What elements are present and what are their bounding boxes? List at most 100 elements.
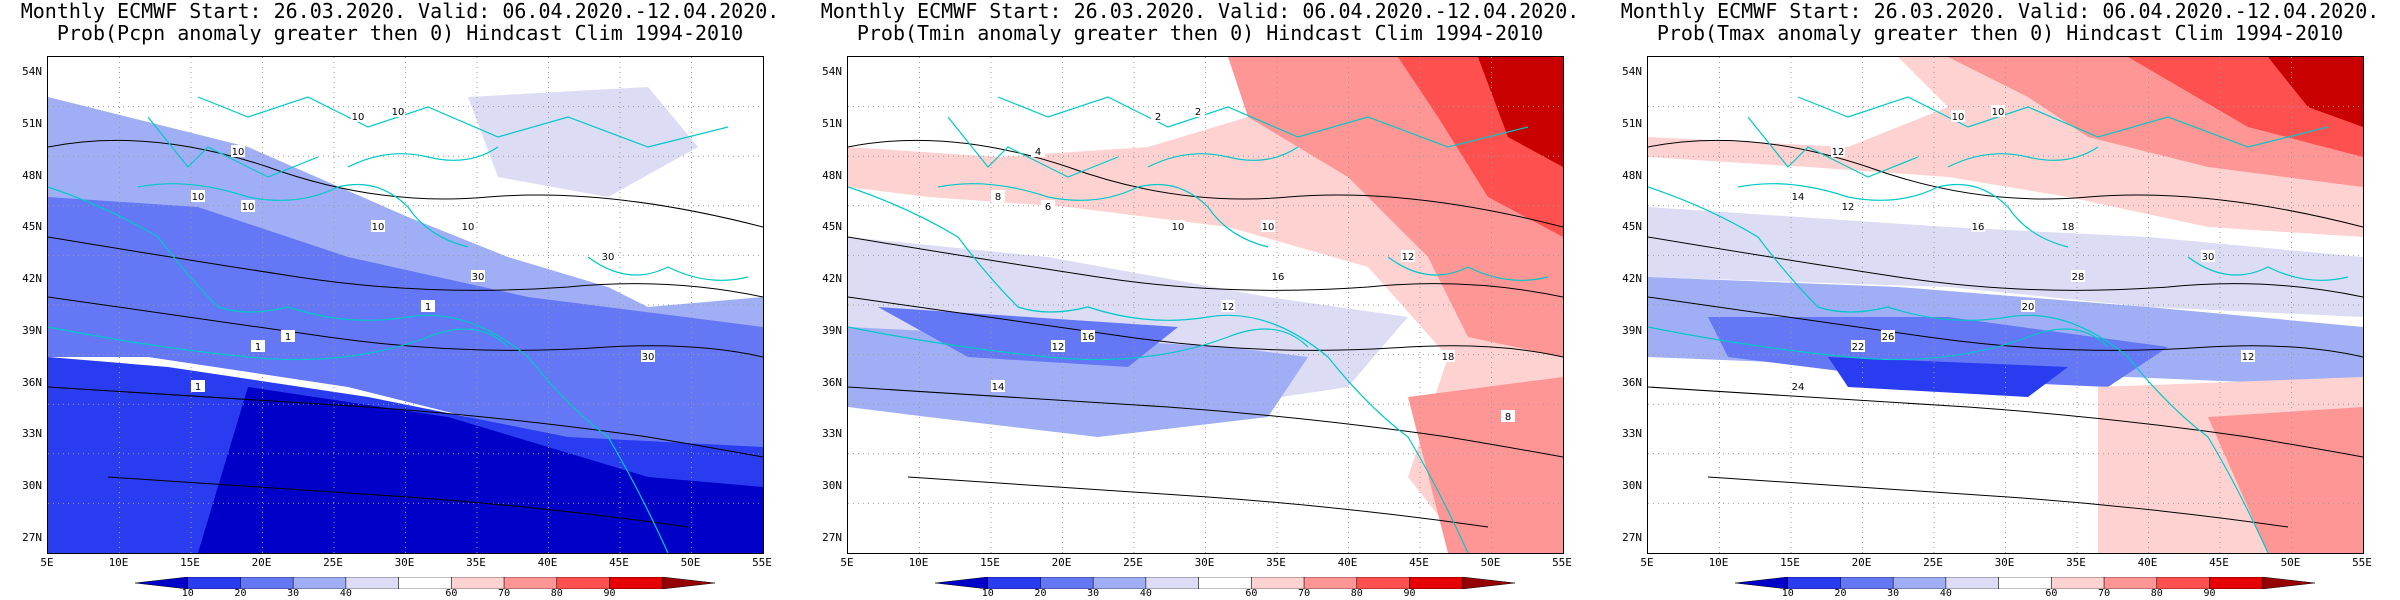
contour-label: 30 (601, 250, 615, 263)
lon-tick-label: 15E (1780, 556, 1800, 569)
contour-label-text: 4 (1035, 147, 1041, 158)
panel-title-line1: Monthly ECMWF Start: 26.03.2020. Valid: … (1620, 0, 2380, 23)
contour-label-text: 30 (472, 272, 485, 283)
map-area: 2 2 4 6 8 10 10 12 12 14 16 16 12 18 8 (847, 56, 1564, 554)
lon-tick-label: 20E (1051, 556, 1072, 569)
contour-label-text: 1 (255, 342, 261, 353)
colorbar-label: 20 (1834, 588, 1847, 599)
panel-tmax: Monthly ECMWF Start: 26.03.2020. Valid: … (1600, 0, 2400, 600)
lon-tick-label: 5E (40, 556, 54, 569)
colorbar-label: 90 (1403, 588, 1416, 599)
contour-label-text: 12 (1832, 147, 1845, 158)
coastline (1147, 146, 1299, 168)
colorbar-label: 40 (1139, 588, 1152, 599)
contour-label-text: 12 (1402, 252, 1415, 263)
contour-label: 14 (1791, 190, 1805, 203)
contour-label: 16 (1971, 220, 1985, 233)
lat-tick-label: 51N (1622, 116, 1642, 130)
contour-label: 10 (1951, 110, 1965, 123)
lat-tick-label: 33N (1622, 427, 1642, 441)
coastline (937, 183, 1269, 248)
contour-label: 30 (641, 350, 655, 363)
lat-tick-label: 39N (1622, 323, 1642, 337)
colorbar-label: 40 (339, 588, 352, 599)
shading-region (1648, 397, 2148, 553)
contour-label-text: 16 (1272, 272, 1285, 283)
contour-label: 10 (1171, 220, 1185, 233)
colorbar-label: 10 (981, 588, 994, 599)
coastline (947, 116, 1119, 178)
lon-tick-label: 30E (1994, 556, 2015, 569)
shading-region (2268, 57, 2363, 127)
contour-label: 10 (1991, 105, 2005, 118)
lat-tick-label: 51N (22, 116, 42, 130)
colorbar-label: 60 (2045, 588, 2058, 599)
lon-tick-label: 25E (1923, 556, 1943, 569)
lat-tick-label: 48N (1622, 168, 1642, 182)
lon-tick-label: 25E (323, 556, 343, 569)
colorbar-segment (662, 576, 716, 590)
lat-tick-label: 39N (22, 323, 42, 337)
contour-label: 22 (1851, 340, 1865, 353)
contour-label: 10 (241, 200, 255, 213)
contour-line (848, 386, 1563, 458)
colorbar-label: 30 (1087, 588, 1100, 599)
contour-label-text: 2 (1195, 107, 1201, 118)
contour-line (48, 296, 763, 358)
shading-region (2208, 407, 2363, 553)
map-area: 10 10 12 12 14 16 18 20 22 24 26 28 30 12 (1647, 56, 2364, 554)
contour-label-text: 24 (1792, 382, 1805, 393)
coastline (848, 326, 1309, 361)
contour-label: 10 (351, 110, 365, 123)
lon-tick-label: 55E (2352, 556, 2372, 569)
contour-label: 24 (1791, 380, 1805, 393)
colorbar-label: 80 (550, 588, 563, 599)
panel-title-line2: Prob(Tmax anomaly greater then 0) Hindca… (1656, 21, 2344, 45)
lon-tick-label: 45E (2209, 556, 2229, 569)
lon-tick-label: 30E (1194, 556, 1215, 569)
colorbar-label: 70 (498, 588, 511, 599)
lat-tick-label: 42N (22, 272, 42, 286)
contour-label: 14 (991, 380, 1005, 393)
coastline (347, 146, 499, 168)
panel-title-line2: Prob(Tmin anomaly greater then 0) Hindca… (856, 21, 1544, 45)
panel-pcpn: Monthly ECMWF Start: 26.03.2020. Valid: … (0, 0, 800, 600)
colorbar-label: 70 (2098, 588, 2111, 599)
contour-label: 1 (281, 330, 295, 343)
contour-label-text: 10 (1992, 107, 2005, 118)
lat-tick-label: 45N (1622, 220, 1642, 234)
lon-tick-label: 20E (251, 556, 272, 569)
lat-tick-label: 39N (822, 323, 842, 337)
lat-tick-label: 42N (1622, 272, 1642, 286)
contour-label-text: 12 (1842, 202, 1855, 213)
lat-tick-label: 30N (822, 479, 842, 493)
lat-tick-label: 48N (822, 168, 842, 182)
coastline (48, 326, 509, 361)
colorbar-label: 60 (1245, 588, 1258, 599)
contour-label: 16 (1271, 270, 1285, 283)
colorbar-segment (1462, 576, 1516, 590)
lon-tick-label: 50E (680, 556, 701, 569)
contour-label: 8 (1501, 410, 1515, 423)
coastline (848, 186, 1469, 553)
colorbar-label: 40 (1939, 588, 1952, 599)
lat-tick-label: 27N (22, 531, 42, 544)
contour-label-text: 10 (462, 222, 475, 233)
lon-tick-label: 5E (840, 556, 854, 569)
contour-label-text: 14 (1792, 192, 1805, 203)
colorbar-segment (2262, 576, 2316, 590)
lon-tick-label: 45E (1409, 556, 1429, 569)
contour-label: 12 (1841, 200, 1855, 213)
contour-label: 28 (2071, 270, 2085, 283)
coastline (197, 96, 729, 148)
coastline (2187, 256, 2349, 281)
contour-label-text: 12 (1222, 302, 1235, 313)
contour-label-text: 10 (192, 192, 205, 203)
lat-tick-label: 30N (1622, 479, 1642, 493)
coastline (587, 256, 749, 281)
contour-label: 6 (1041, 200, 1055, 213)
contour-label: 18 (2061, 220, 2075, 233)
contour-line (1648, 139, 2363, 228)
contour-label: 16 (1081, 330, 1095, 343)
contour-label: 12 (1831, 145, 1845, 158)
